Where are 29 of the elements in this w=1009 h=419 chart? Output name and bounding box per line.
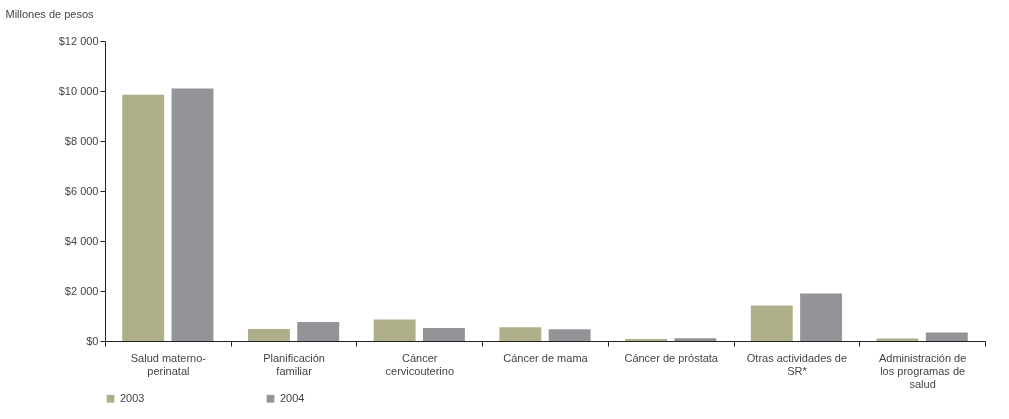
y-tick-label: $12 000: [58, 34, 99, 47]
x-tick-label: Salud materno-perinatal: [130, 351, 207, 377]
y-tick-label: $0: [86, 334, 99, 347]
bar: [499, 327, 542, 341]
bar: [373, 319, 416, 341]
bar: [548, 329, 591, 341]
x-tick-label: Cáncer cervicouterino: [385, 351, 455, 377]
y-axis-title: Millones de pesos: [5, 7, 95, 20]
y-tick-label: $8 000: [64, 134, 99, 147]
y-tick-label: $6 000: [64, 184, 99, 197]
bar: [247, 329, 290, 341]
y-tick-label: $4 000: [64, 234, 99, 247]
bar: [925, 332, 968, 341]
x-tick-label: Cáncer de mama: [503, 351, 589, 364]
x-tick-label: Planificación familiar: [263, 351, 325, 377]
bar: [800, 293, 843, 341]
x-tick-label: Otras actividades de SR*: [746, 351, 848, 377]
bar: [171, 88, 214, 341]
bar: [422, 328, 465, 341]
bar: [297, 322, 340, 341]
y-tick-label: $2 000: [64, 284, 99, 297]
legend-label: 2004: [280, 391, 305, 404]
y-tick-label: $10 000: [58, 84, 99, 97]
bar: [674, 338, 717, 341]
bar: [122, 94, 165, 341]
x-tick-label: Cáncer de próstata: [624, 351, 719, 364]
bar: [750, 305, 793, 341]
x-tick-label: Administración de los programas de salud: [878, 351, 967, 390]
legend-label: 2003: [120, 391, 145, 404]
